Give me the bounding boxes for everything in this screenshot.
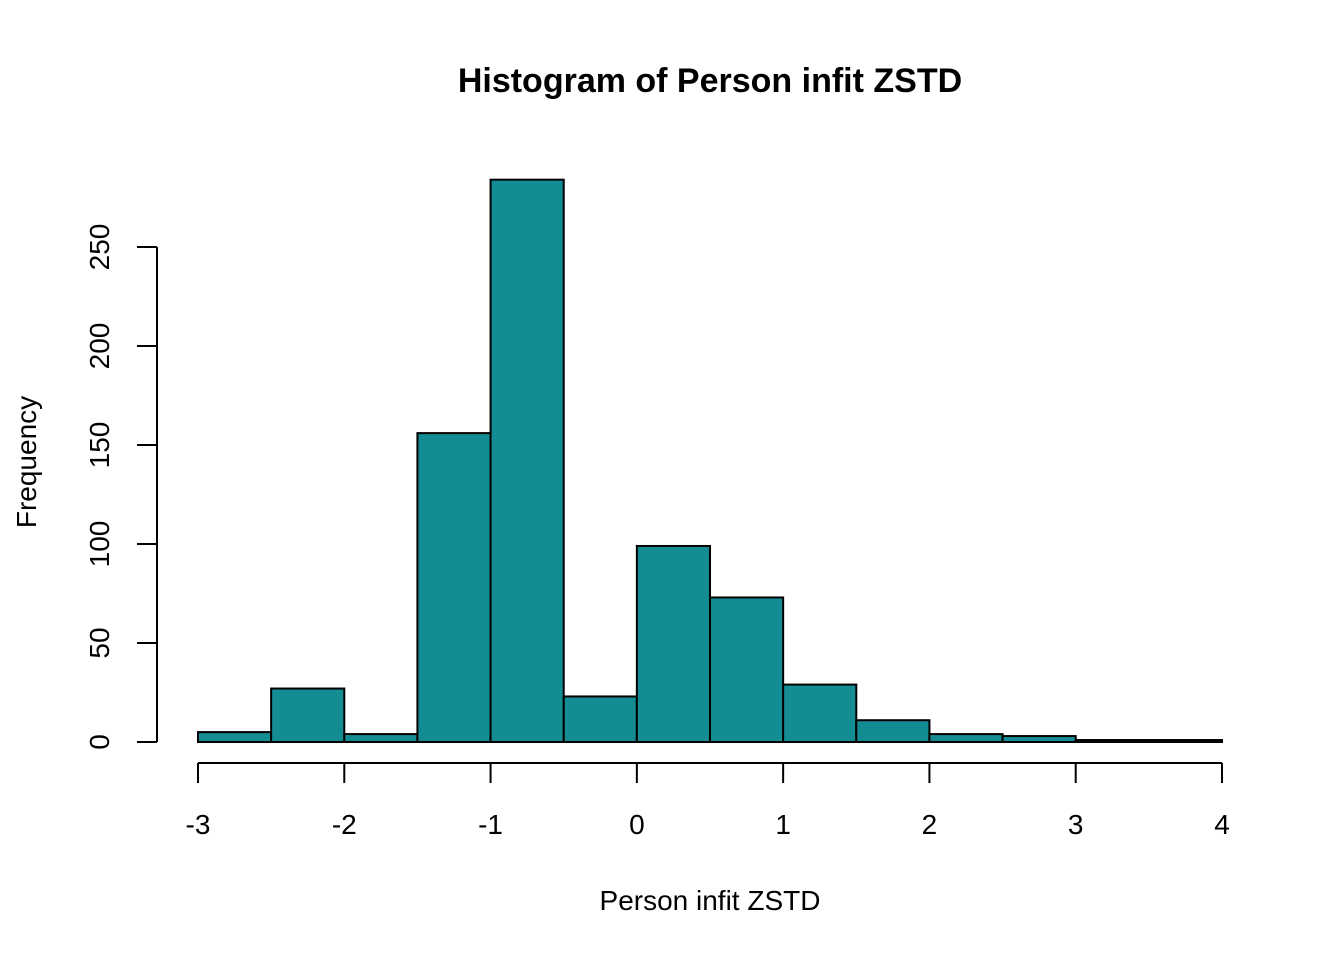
- x-tick-label: 3: [1068, 809, 1084, 840]
- chart-title: Histogram of Person infit ZSTD: [458, 62, 962, 100]
- histogram-bar: [270, 687, 346, 743]
- histogram-bar: [928, 733, 1004, 744]
- histogram-bar: [709, 596, 785, 744]
- histogram-bar: [489, 178, 565, 743]
- x-tick-label: 0: [629, 809, 645, 840]
- y-tick-label: 0: [84, 734, 115, 750]
- x-tick-label: -3: [186, 809, 211, 840]
- histogram-bar: [416, 432, 492, 743]
- x-tick-label: 2: [922, 809, 938, 840]
- x-axis: -3 -2 -1 0 1 2 3 4: [186, 762, 1230, 840]
- histogram-bar: [855, 719, 931, 743]
- x-tick-label: 1: [775, 809, 791, 840]
- y-tick-label: 200: [84, 323, 115, 370]
- y-tick-label: 250: [84, 224, 115, 271]
- histogram-bar: [782, 683, 858, 744]
- y-axis: 0 50 100 150 200 250: [84, 224, 158, 750]
- histogram-bars: [197, 178, 1224, 744]
- histogram-bar: [1074, 739, 1150, 744]
- x-tick-label: -1: [478, 809, 503, 840]
- histogram-bar: [1001, 735, 1077, 743]
- histogram-bar: [1147, 739, 1224, 744]
- y-tick-label: 100: [84, 521, 115, 568]
- y-axis-label: Frequency: [11, 396, 42, 528]
- y-tick-label: 50: [84, 627, 115, 658]
- y-tick-label: 150: [84, 422, 115, 469]
- x-axis-label: Person infit ZSTD: [600, 885, 821, 916]
- histogram-bar: [562, 695, 638, 744]
- x-tick-label: 4: [1214, 809, 1230, 840]
- histogram-bar: [343, 733, 419, 744]
- histogram-bar: [635, 544, 711, 743]
- x-tick-label: -2: [332, 809, 357, 840]
- histogram-bar: [197, 731, 273, 743]
